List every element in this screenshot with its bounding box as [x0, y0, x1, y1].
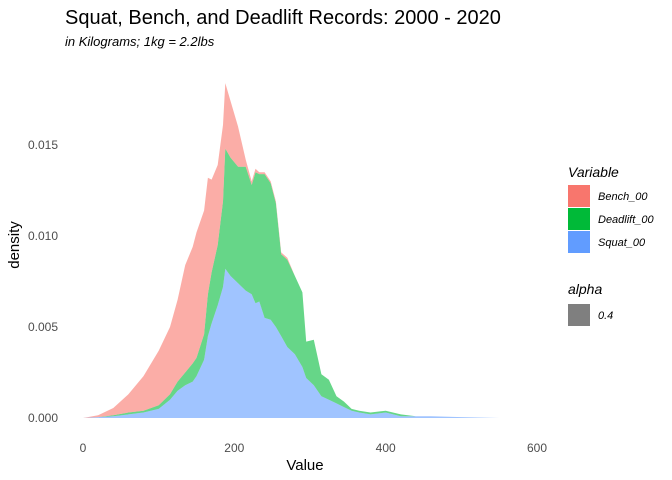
legend-label: Squat_00 — [598, 237, 646, 249]
area-squat-00 — [83, 268, 500, 418]
area-deadlift-00 — [83, 148, 500, 418]
x-axis-ticks: 0 200 400 600 — [80, 441, 548, 455]
legend-key-alpha — [568, 304, 590, 326]
legend-key-bench-00 — [568, 185, 590, 207]
area-bench-00 — [83, 83, 500, 418]
legend-label: 0.4 — [598, 310, 613, 322]
x-axis-title: Value — [286, 457, 323, 474]
y-tick-label: 0.000 — [28, 411, 58, 425]
legend-alpha: alpha 0.4 — [568, 281, 613, 326]
x-tick-label: 0 — [80, 441, 87, 455]
x-tick-label: 200 — [224, 441, 244, 455]
y-axis-ticks: 0.000 0.005 0.010 0.015 — [28, 138, 58, 425]
legend-label: Bench_00 — [598, 191, 648, 203]
legend-variable-title: Variable — [568, 164, 619, 180]
plot-area — [83, 83, 500, 418]
y-tick-label: 0.015 — [28, 138, 58, 152]
x-tick-label: 600 — [527, 441, 547, 455]
y-axis-title: density — [6, 221, 23, 269]
x-tick-label: 400 — [376, 441, 396, 455]
y-tick-label: 0.010 — [28, 229, 58, 243]
y-tick-label: 0.005 — [28, 320, 58, 334]
legend-key-deadlift-00 — [568, 208, 590, 230]
legend-variable: Variable Bench_00 Deadlift_00 Squat_00 — [568, 164, 655, 253]
chart-title: Squat, Bench, and Deadlift Records: 2000… — [65, 7, 501, 29]
legend-alpha-title: alpha — [568, 281, 602, 297]
chart-subtitle: in Kilograms; 1kg = 2.2lbs — [65, 34, 215, 49]
legend-label: Deadlift_00 — [598, 214, 655, 226]
legend-key-squat-00 — [568, 231, 590, 253]
